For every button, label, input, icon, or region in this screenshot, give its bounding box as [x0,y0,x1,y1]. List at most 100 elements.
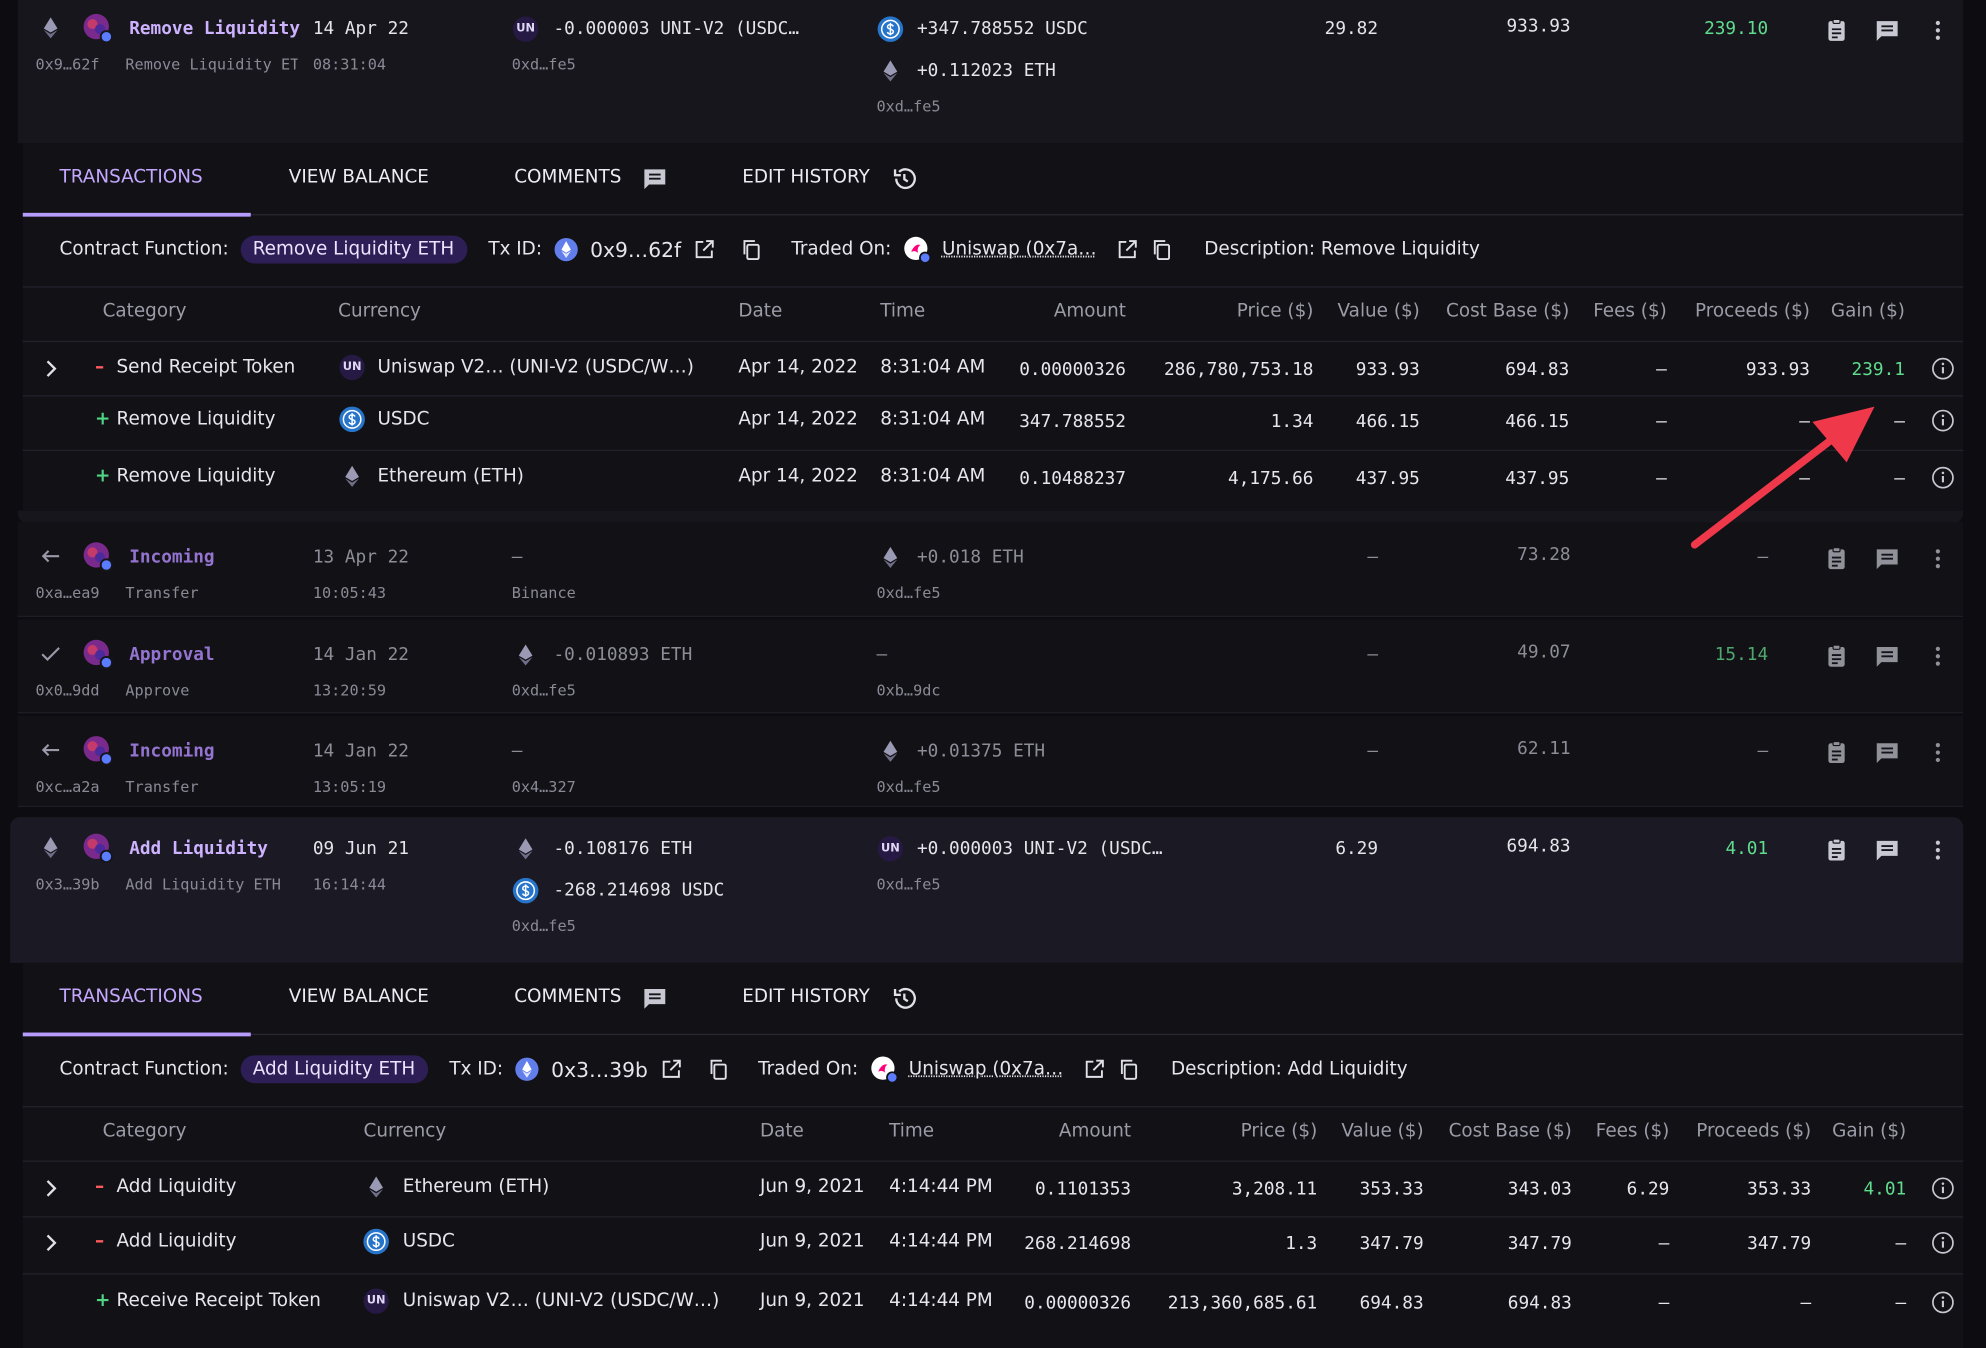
icon-part [1932,1291,1954,1314]
fee: 29.82 [1324,19,1379,40]
more-button[interactable] [1925,837,1950,862]
expand-button[interactable] [38,1176,63,1201]
address: 0xd…fe5 [876,97,941,116]
traded[interactable]: Uniswap (0x7a… [908,1059,1064,1080]
notes-button[interactable] [1823,739,1851,767]
icon-part [345,478,359,487]
open-link[interactable] [1116,238,1139,261]
category: Remove Liquidity [116,409,276,430]
more-button[interactable] [1925,740,1950,765]
sign: + [94,409,111,430]
icon-part [1881,651,1894,658]
info-button[interactable] [1930,1230,1955,1255]
address: 0x4…327 [511,777,576,796]
notes-button[interactable] [1823,642,1851,670]
icon-part [883,546,898,569]
icon-part [345,465,359,482]
icon-part [46,360,57,377]
comment-button[interactable] [1873,836,1901,864]
date: Jun 9, 2021 [759,1231,865,1252]
copy-button[interactable] [1150,238,1173,261]
copy-button[interactable] [1117,1058,1140,1081]
amount: -0.108176 ETH [553,838,693,859]
expand-button[interactable] [38,1230,63,1255]
icon-part [1828,21,1845,41]
tab[interactable]: COMMENTS [514,986,622,1008]
proceeds: 353.33 [1747,1179,1812,1200]
info-button[interactable] [1930,1290,1955,1315]
copy-button[interactable] [706,1058,729,1081]
column-header: Cost Base ($) [1446,301,1570,322]
expand-button[interactable] [38,356,63,381]
currency: USDC [402,1231,455,1252]
icon-part [515,1057,539,1081]
tab[interactable]: EDIT HISTORY [742,167,870,188]
info-button[interactable] [1930,356,1955,381]
fee: – [1367,644,1379,666]
date: 14 Jan 22 [312,741,409,762]
fee: – [1367,741,1379,762]
icon-part [1085,1059,1104,1078]
tab[interactable]: COMMENTS [514,167,622,188]
amount: 0.00000326 [1019,359,1126,381]
copy-button[interactable] [739,238,762,261]
more-button[interactable] [1925,546,1950,571]
icon-part [43,29,58,39]
icon-part [1085,1059,1104,1078]
icon-part [883,740,898,756]
detail-panel [22,962,1964,1348]
price: 3,208.11 [1231,1179,1318,1200]
comment-button[interactable] [1873,642,1901,670]
open-link[interactable] [659,1058,682,1081]
icon-part [1932,1231,1954,1254]
notes-button[interactable] [1823,836,1851,864]
contract-label: Contract Function: [59,239,229,260]
tab[interactable]: VIEW BALANCE [288,167,429,188]
tab[interactable]: VIEW BALANCE [288,986,429,1008]
amount: +347.788552 USDC [917,19,1088,40]
open-link[interactable] [1082,1058,1105,1081]
icon-part [1876,21,1898,41]
txid-label: Tx ID: [488,239,543,260]
icon-part [1932,1231,1954,1254]
icon-part [87,741,98,752]
gain: 4.01 [1725,838,1769,859]
tab[interactable]: EDIT HISTORY [742,986,870,1008]
icon-part [363,1228,389,1255]
icon-part [83,639,114,670]
row-background [17,0,1964,144]
icon-part [893,987,916,1009]
more-button[interactable] [1925,644,1950,669]
comment-button[interactable] [1873,545,1901,573]
icon-part [41,743,60,757]
icon-part [1941,1182,1945,1185]
traded[interactable]: Uniswap (0x7a… [942,239,1097,260]
row-background [17,521,1964,617]
column-header: Currency [363,1121,447,1142]
info-button[interactable] [1930,465,1955,490]
column-header: Fees ($) [1595,1121,1670,1142]
tab[interactable]: TRANSACTIONS [59,167,203,188]
comment-button[interactable] [1873,16,1901,44]
icon-part [512,877,539,904]
icon-part [43,837,58,859]
column-header: Date [738,301,783,322]
tab[interactable]: TRANSACTIONS [59,986,203,1008]
open-link[interactable] [693,238,716,261]
fees: 6.29 [1626,1179,1670,1200]
eth-icon [553,237,578,262]
active-tab-underline [22,212,251,217]
info-button[interactable] [1930,408,1955,433]
value: 49.07 [1517,642,1571,663]
more-button[interactable] [1925,18,1950,43]
comment-button[interactable] [1873,739,1901,767]
notes-button[interactable] [1823,545,1851,573]
icon-part [1828,547,1845,570]
notes-button[interactable] [1823,16,1851,44]
icon-part [522,1060,532,1073]
column-header: Value ($) [1337,301,1420,322]
info-button[interactable] [1930,1176,1955,1201]
sign: + [94,466,111,487]
time: 8:31:04 AM [880,466,986,487]
